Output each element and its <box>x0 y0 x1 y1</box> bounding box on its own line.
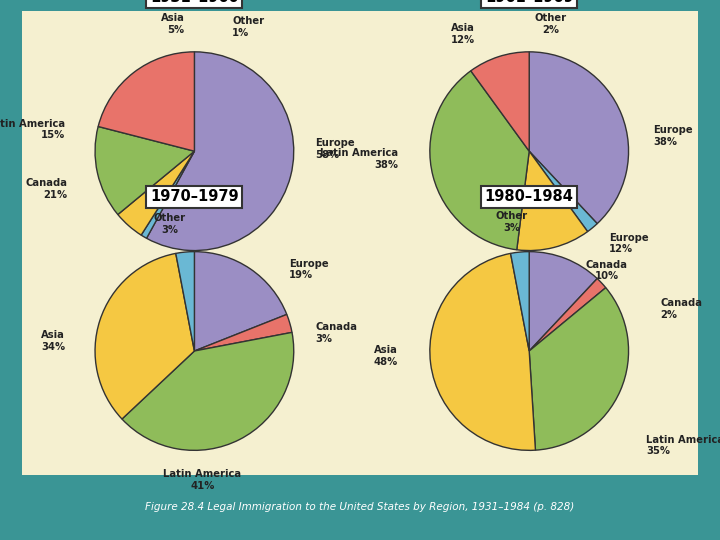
Text: 1931–1960: 1931–1960 <box>150 0 239 5</box>
Text: Other
3%: Other 3% <box>495 211 527 233</box>
Wedge shape <box>147 52 294 251</box>
Wedge shape <box>510 252 529 351</box>
Text: Asia
48%: Asia 48% <box>374 345 398 367</box>
Wedge shape <box>194 314 292 351</box>
Text: Other
2%: Other 2% <box>535 13 567 35</box>
Wedge shape <box>529 52 629 224</box>
Text: Europe
12%: Europe 12% <box>608 233 648 254</box>
Text: Europe
19%: Europe 19% <box>289 259 328 280</box>
Text: 1961–1969: 1961–1969 <box>485 0 574 5</box>
Wedge shape <box>95 253 194 419</box>
Wedge shape <box>118 151 194 235</box>
Text: Asia
12%: Asia 12% <box>451 23 474 45</box>
Text: Asia
34%: Asia 34% <box>41 330 66 352</box>
Wedge shape <box>122 333 294 450</box>
Text: Canada
21%: Canada 21% <box>25 178 67 200</box>
Text: Canada
2%: Canada 2% <box>660 299 702 320</box>
Wedge shape <box>98 52 194 151</box>
Text: Europe
38%: Europe 38% <box>654 125 693 147</box>
Wedge shape <box>430 71 529 250</box>
Wedge shape <box>529 252 597 351</box>
Text: Other
1%: Other 1% <box>232 16 264 38</box>
Text: 1970–1979: 1970–1979 <box>150 190 239 205</box>
Wedge shape <box>176 252 194 351</box>
Wedge shape <box>517 151 588 251</box>
Text: Latin America
35%: Latin America 35% <box>647 435 720 456</box>
Text: Asia
5%: Asia 5% <box>161 13 184 35</box>
Wedge shape <box>95 126 194 214</box>
Text: 1980–1984: 1980–1984 <box>485 190 574 205</box>
Wedge shape <box>471 52 529 151</box>
Wedge shape <box>430 253 536 450</box>
Text: Latin America
15%: Latin America 15% <box>0 119 66 140</box>
Text: Canada
3%: Canada 3% <box>315 322 358 344</box>
Wedge shape <box>529 151 597 232</box>
Wedge shape <box>194 252 287 351</box>
Text: Latin America
38%: Latin America 38% <box>320 148 398 170</box>
Wedge shape <box>141 151 194 238</box>
Text: Latin America
41%: Latin America 41% <box>163 469 241 491</box>
Text: Europe
58%: Europe 58% <box>315 138 355 160</box>
Wedge shape <box>529 288 629 450</box>
Text: Figure 28.4 Legal Immigration to the United States by Region, 1931–1984 (p. 828): Figure 28.4 Legal Immigration to the Uni… <box>145 502 575 511</box>
Text: Canada
10%: Canada 10% <box>585 260 628 281</box>
Wedge shape <box>529 279 606 351</box>
Text: Other
3%: Other 3% <box>153 213 186 234</box>
